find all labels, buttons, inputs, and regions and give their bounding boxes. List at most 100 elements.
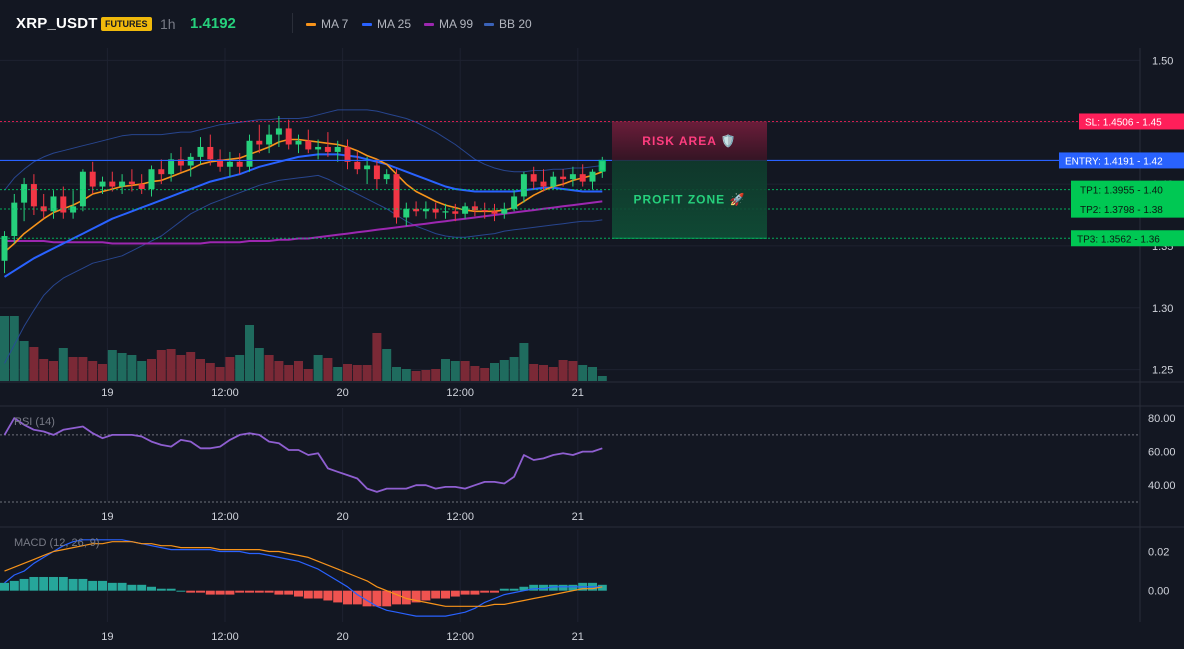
volume-bar	[274, 361, 284, 381]
volume-bar	[58, 348, 68, 381]
time-tick-label: 12:00	[446, 511, 474, 523]
candle-body	[354, 161, 361, 170]
macd-histogram-bar	[196, 590, 205, 593]
candle-body	[422, 208, 429, 212]
volume-bar	[0, 316, 9, 381]
rsi-tick-label: 80.00	[1148, 413, 1176, 425]
price-tick-label: 1.25	[1152, 365, 1173, 377]
bb-lower-band	[4, 174, 603, 364]
macd-histogram-bar	[509, 588, 519, 591]
candle-body	[403, 208, 410, 218]
candle-body	[99, 181, 106, 187]
volume-bar	[29, 347, 39, 381]
macd-histogram-bar	[392, 590, 401, 605]
candle-body	[511, 196, 518, 209]
candle-body	[158, 169, 165, 175]
macd-histogram-bar	[411, 590, 421, 603]
volume-bar	[68, 357, 78, 381]
candle-body	[109, 181, 116, 187]
macd-histogram-bar	[215, 590, 225, 595]
candle-body	[89, 171, 96, 187]
legend-ma7[interactable]: MA 7	[306, 15, 348, 33]
macd-histogram-bar	[166, 588, 176, 591]
macd-histogram-bar	[352, 590, 362, 605]
legend-swatch	[484, 23, 494, 27]
candle-body	[138, 184, 145, 190]
macd-tick-label: 0.00	[1148, 586, 1169, 598]
legend-bb20[interactable]: BB 20	[484, 15, 532, 33]
candle-body	[491, 211, 498, 214]
macd-histogram-bar	[254, 590, 264, 593]
volume-bar	[127, 355, 137, 381]
candle-body	[30, 184, 37, 207]
chart-header: XRP_USDT FUTURES 1h 1.4192 MA 7 MA 25 MA…	[0, 0, 1184, 48]
legend-ma25[interactable]: MA 25	[362, 15, 411, 33]
entry-tag-bg	[1059, 152, 1184, 169]
candle-body	[21, 184, 28, 203]
candle-body	[305, 140, 312, 150]
legend-label: MA 25	[377, 17, 412, 31]
candle-body	[540, 181, 547, 187]
volume-bar	[39, 359, 49, 381]
legend-ma99[interactable]: MA 99	[424, 15, 473, 33]
time-tick-label: 12:00	[446, 387, 474, 399]
candle-body	[334, 146, 341, 152]
candle-body	[393, 174, 400, 218]
legend-label: MA 99	[439, 17, 474, 31]
volume-bar	[284, 365, 294, 381]
time-tick-label: 19	[101, 631, 113, 643]
volume-bar	[568, 361, 578, 381]
volume-bar	[245, 325, 254, 381]
macd-histogram-bar	[441, 590, 450, 599]
profit-zone-label: PROFIT ZONE 🚀	[634, 192, 746, 206]
macd-histogram-bar	[127, 584, 137, 591]
volume-bar	[597, 376, 607, 381]
macd-histogram-bar	[303, 590, 313, 599]
macd-histogram-bar	[9, 580, 19, 591]
candle-body	[530, 174, 537, 182]
volume-bar	[343, 364, 352, 381]
candle-body	[413, 208, 420, 212]
macd-histogram-bar	[0, 582, 9, 591]
candle-body	[119, 181, 126, 187]
symbol-name[interactable]: XRP_USDT	[16, 15, 98, 32]
macd-histogram-bar	[372, 590, 382, 607]
futures-badge: FUTURES	[101, 17, 152, 31]
candle-body	[60, 196, 67, 213]
volume-bar	[215, 367, 225, 381]
volume-bar	[98, 364, 107, 381]
candle-body	[187, 156, 194, 166]
ma25-line	[3, 153, 603, 278]
candle-body	[364, 165, 371, 170]
time-tick-label: 12:00	[211, 631, 239, 643]
candle-body	[442, 211, 449, 213]
time-tick-label: 12:00	[211, 387, 239, 399]
volume-bar	[411, 371, 421, 381]
volume-bar	[176, 355, 186, 381]
macd-histogram-bar	[78, 578, 88, 591]
candle-body	[217, 159, 224, 167]
macd-histogram-bar	[313, 590, 323, 599]
macd-histogram-bar	[480, 590, 490, 593]
volume-bar	[19, 341, 29, 381]
ma99-line	[4, 200, 603, 245]
interval-selector[interactable]: 1h	[160, 16, 176, 32]
candle-body	[226, 161, 233, 167]
macd-histogram-bar	[460, 590, 470, 595]
macd-histogram-bar	[548, 584, 558, 591]
profit-zone	[612, 160, 767, 239]
tp1-tp2-tag-bg	[1071, 180, 1184, 218]
volume-bar	[107, 350, 117, 381]
macd-histogram-bar	[421, 590, 431, 601]
macd-histogram-bar	[382, 590, 392, 607]
volume-bar	[225, 357, 235, 381]
volume-bar	[401, 369, 411, 381]
volume-bar	[578, 365, 588, 381]
volume-bar	[117, 353, 127, 381]
time-tick-label: 20	[336, 631, 348, 643]
macd-histogram-bar	[490, 590, 499, 593]
volume-bar	[156, 350, 166, 381]
volume-bar	[450, 361, 460, 381]
tp1-tag-label: TP1: 1.3955 - 1.40	[1080, 186, 1163, 197]
